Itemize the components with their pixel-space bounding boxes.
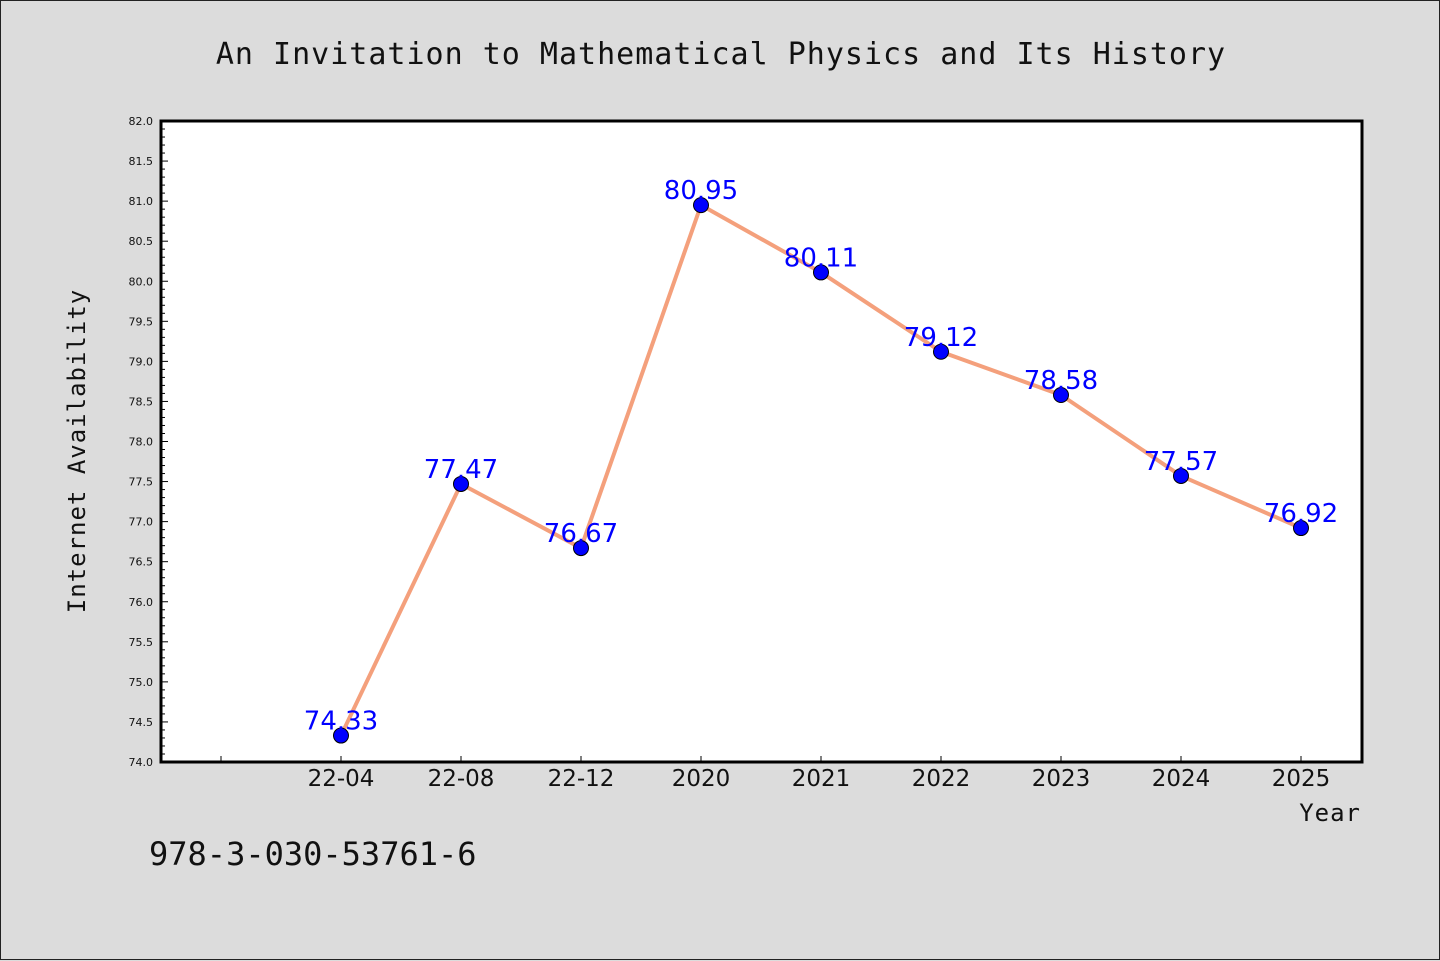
chart-title: An Invitation to Mathematical Physics an… [216, 37, 1226, 72]
series-layer [333, 197, 1309, 744]
data-point [333, 727, 349, 744]
data-point [693, 197, 709, 214]
y-tick-label: 79.5 [129, 315, 154, 328]
y-tick-label: 81.0 [129, 195, 154, 208]
x-axis-label: Year [1299, 799, 1361, 827]
data-point [1053, 387, 1069, 404]
x-tick-label: 2021 [792, 766, 851, 792]
y-tick-label: 79.0 [129, 355, 154, 368]
y-tick-label: 76.5 [129, 556, 154, 569]
y-tick-label: 76.0 [129, 596, 154, 609]
data-label: 79.12 [904, 323, 978, 353]
x-tick-label: 22-04 [308, 766, 375, 792]
data-point [1293, 520, 1309, 537]
plot-area [159, 119, 1364, 764]
data-label: 76.67 [544, 519, 618, 549]
y-tick-label: 78.0 [129, 436, 154, 449]
y-tick-label: 75.0 [129, 676, 154, 689]
x-tick-label: 2020 [672, 766, 731, 792]
y-tick-label: 74.0 [129, 756, 154, 769]
y-tick-label: 81.5 [129, 155, 154, 168]
isbn-footnote: 978-3-030-53761-6 [149, 835, 477, 873]
data-point [813, 264, 829, 281]
data-label: 80.95 [664, 176, 738, 206]
y-tick-label: 82.0 [129, 115, 154, 128]
data-point [453, 475, 469, 492]
y-tick-label: 77.5 [129, 476, 154, 489]
x-tick-label: 2023 [1032, 766, 1091, 792]
y-tick-label: 80.5 [129, 235, 154, 248]
y-tick-label: 74.5 [129, 716, 154, 729]
x-tick-label: 2024 [1152, 766, 1211, 792]
data-label: 80.11 [784, 243, 858, 273]
y-tick-label: 77.0 [129, 516, 154, 529]
data-label: 77.57 [1144, 447, 1218, 477]
data-point [1173, 467, 1189, 484]
x-tick-label: 2022 [912, 766, 971, 792]
data-label: 78.58 [1024, 366, 1098, 396]
data-labels: 74.33 77.47 76.67 80.95 80.11 79.12 78.58 77.57… [304, 176, 1338, 736]
data-label: 77.47 [424, 455, 498, 485]
y-axis-label: Internet Availability [63, 289, 91, 613]
x-tick-label: 2025 [1272, 766, 1331, 792]
x-tick-label: 22-08 [428, 766, 495, 792]
data-label: 76.92 [1264, 499, 1338, 529]
x-axis: 22-04 22-08 22-12 2020 2021 2022 2023 2024 2025 [220, 756, 1331, 792]
data-point [573, 540, 589, 557]
data-label: 74.33 [304, 707, 378, 737]
y-tick-label: 80.0 [129, 275, 154, 288]
data-point [933, 343, 949, 360]
y-axis: 74.0 74.5 75.0 75.5 76.0 76.5 77.0 77.5 78.0 78.5… [129, 115, 168, 769]
y-tick-label: 78.5 [129, 395, 154, 408]
x-tick-label: 22-12 [548, 766, 615, 792]
y-tick-label: 75.5 [129, 636, 154, 649]
